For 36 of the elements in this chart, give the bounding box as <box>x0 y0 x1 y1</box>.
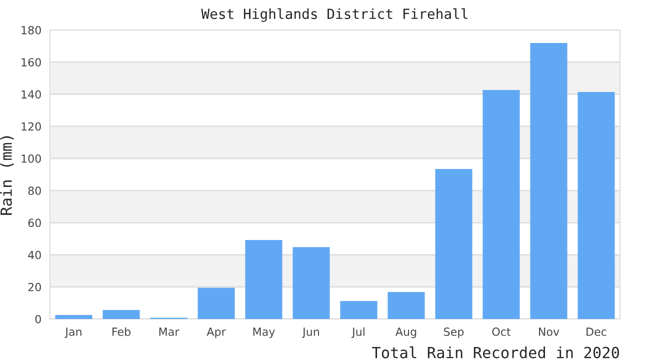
bar <box>578 92 615 319</box>
y-tick-label: 140 <box>22 90 41 99</box>
y-tick-label: 40 <box>28 250 41 260</box>
x-tick-label: Feb <box>112 327 130 336</box>
x-tick-label: Apr <box>206 328 226 338</box>
y-tick-label: 20 <box>28 282 41 292</box>
y-tick-label: 100 <box>22 154 41 163</box>
x-tick-label: Dec <box>586 328 606 336</box>
y-tick-label: 160 <box>22 58 41 66</box>
y-tick-label: 180 <box>22 26 41 34</box>
y-tick-label: 60 <box>28 218 41 228</box>
x-tick-label: Nov <box>538 328 560 336</box>
x-tick-label: Jan <box>64 328 82 338</box>
y-axis-title: Rain (mm) <box>0 136 14 215</box>
bar <box>245 240 282 319</box>
x-tick-label: Aug <box>395 328 416 338</box>
chart-title: West Highlands District Firehall <box>201 8 468 22</box>
y-tick-label: 120 <box>22 122 41 131</box>
x-tick-label: Jun <box>302 328 319 338</box>
bar <box>198 288 235 319</box>
y-tick-label: 0 <box>35 314 41 324</box>
x-tick-label: May <box>253 328 275 338</box>
x-axis-title: Total Rain Recorded in 2020 <box>372 346 620 358</box>
bar <box>435 169 472 319</box>
bar <box>292 247 330 319</box>
bar <box>102 310 140 319</box>
bar <box>530 43 568 319</box>
bar <box>340 301 378 319</box>
x-tick-label: Mar <box>159 328 180 336</box>
bar <box>388 292 425 319</box>
y-tick-label: 80 <box>28 186 41 195</box>
x-tick-label: Jul <box>351 327 364 338</box>
bar <box>482 90 520 319</box>
x-tick-label: Oct <box>492 328 511 336</box>
x-tick-label: Sep <box>444 328 464 338</box>
bar <box>55 314 92 319</box>
